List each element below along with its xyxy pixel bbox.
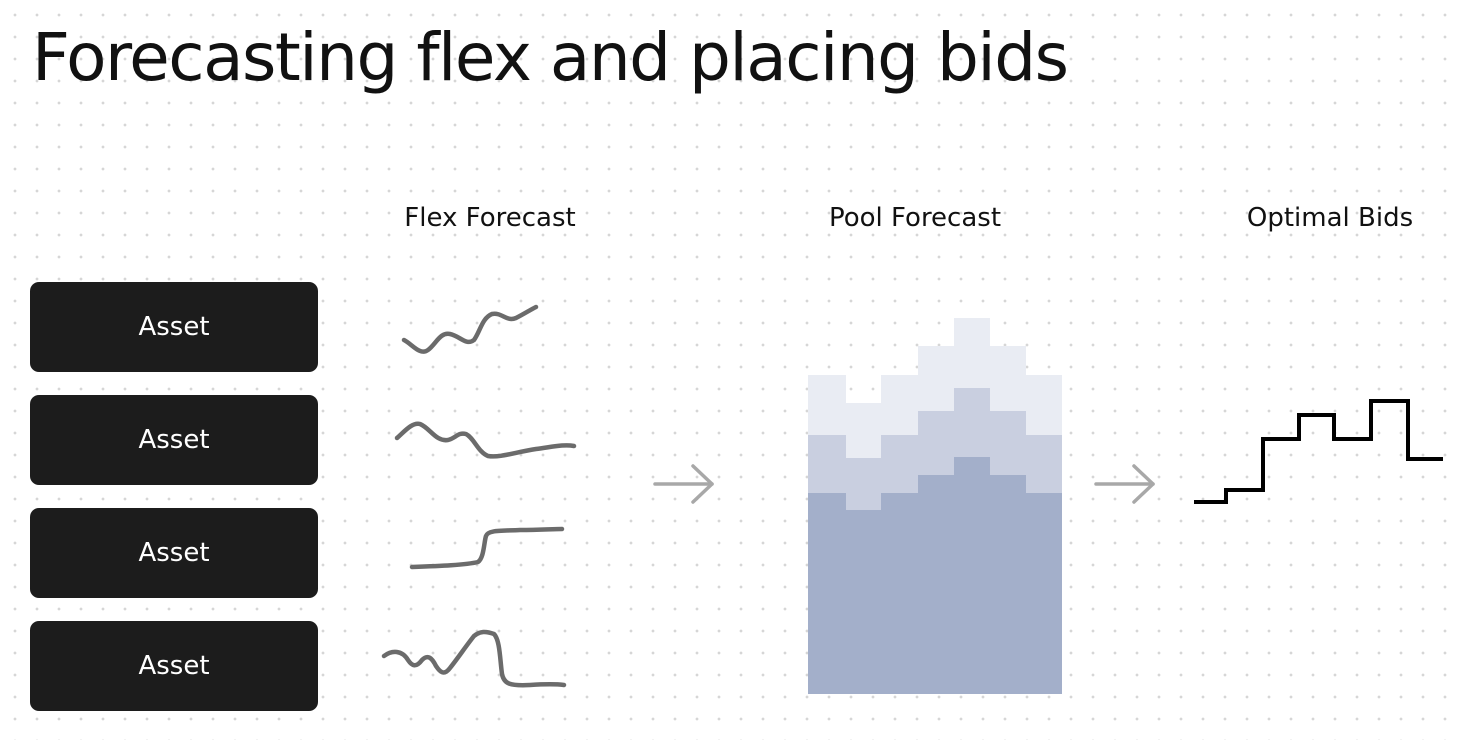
- arrow-right-icon: [653, 464, 714, 504]
- flex-forecast-header: Flex Forecast: [404, 203, 576, 233]
- asset-label: Asset: [138, 312, 210, 342]
- asset-box[interactable]: Asset: [30, 395, 318, 485]
- optimal-bids-header: Optimal Bids: [1246, 203, 1414, 233]
- arrow-right-icon: [1094, 464, 1155, 504]
- bids-step-line: [1194, 399, 1443, 504]
- sparkline-asset-3: [409, 526, 565, 570]
- pool-forecast-header: Pool Forecast: [828, 203, 1002, 233]
- flex-forecast-sparklines: [381, 304, 577, 688]
- sparkline-asset-2: [394, 421, 577, 459]
- asset-label: Asset: [138, 538, 210, 568]
- asset-box[interactable]: Asset: [30, 282, 318, 372]
- asset-box[interactable]: Asset: [30, 621, 318, 711]
- page-title: Forecasting flex and placing bids: [32, 19, 1069, 96]
- optimal-bids-chart: [1194, 399, 1443, 504]
- pool-base-layer: [808, 457, 1062, 694]
- sparkline-asset-4: [381, 629, 567, 688]
- asset-label: Asset: [138, 425, 210, 455]
- asset-label: Asset: [138, 651, 210, 681]
- sparkline-asset-1: [401, 304, 539, 354]
- asset-box[interactable]: Asset: [30, 508, 318, 598]
- pool-forecast-chart: [808, 318, 1062, 694]
